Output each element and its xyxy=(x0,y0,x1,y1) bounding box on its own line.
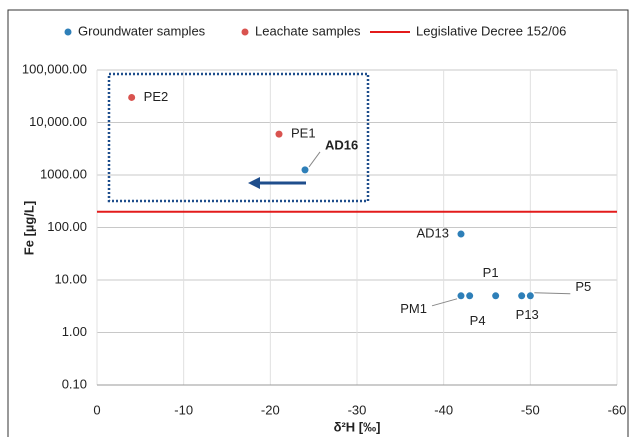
y-tick-label: 10,000.00 xyxy=(29,114,87,129)
point-label: AD16 xyxy=(325,137,358,152)
data-point xyxy=(492,292,500,300)
x-tick-label: -30 xyxy=(348,402,367,417)
y-tick-label: 10.00 xyxy=(54,271,87,286)
legend-marker xyxy=(241,28,249,36)
y-tick-label: 100.00 xyxy=(47,219,87,234)
data-point xyxy=(128,93,136,101)
point-label: P4 xyxy=(470,313,486,328)
x-tick-label: -20 xyxy=(261,402,280,417)
x-tick-label: -60 xyxy=(608,402,627,417)
arrow-head xyxy=(248,177,260,189)
leader-line xyxy=(308,151,321,168)
point-label: PE1 xyxy=(291,126,316,141)
leader-line xyxy=(431,298,458,307)
point-label: PE2 xyxy=(144,89,169,104)
point-label: PM1 xyxy=(400,301,427,316)
data-point xyxy=(526,292,534,300)
y-axis-label: Fe [µg/L] xyxy=(21,201,36,255)
point-label: P13 xyxy=(516,307,539,322)
highlight-box xyxy=(107,72,370,203)
point-label: AD13 xyxy=(416,225,449,240)
legend-label: Groundwater samples xyxy=(78,23,206,38)
y-tick-label: 0.10 xyxy=(62,376,87,391)
y-tick-label: 100,000.00 xyxy=(22,61,87,76)
data-point xyxy=(301,166,309,174)
x-tick-label: -40 xyxy=(434,402,453,417)
data-point xyxy=(457,230,465,238)
grid xyxy=(96,69,618,386)
legend-marker xyxy=(64,28,72,36)
y-tick-label: 1000.00 xyxy=(40,166,87,181)
x-tick-label: -10 xyxy=(174,402,193,417)
x-tick-label: 0 xyxy=(93,402,100,417)
point-label: P5 xyxy=(575,279,591,294)
legend-label: Leachate samples xyxy=(255,23,361,38)
y-tick-label: 1.00 xyxy=(62,324,87,339)
data-point xyxy=(466,292,474,300)
data-point xyxy=(457,292,465,300)
leader-line xyxy=(534,292,571,295)
data-point xyxy=(275,130,283,138)
point-label: P1 xyxy=(483,265,499,280)
x-tick-label: -50 xyxy=(521,402,540,417)
data-point xyxy=(518,292,526,300)
legend-label: Legislative Decree 152/06 xyxy=(416,23,566,38)
frame xyxy=(7,9,629,437)
x-axis-label: δ²H [‰] xyxy=(334,419,381,434)
